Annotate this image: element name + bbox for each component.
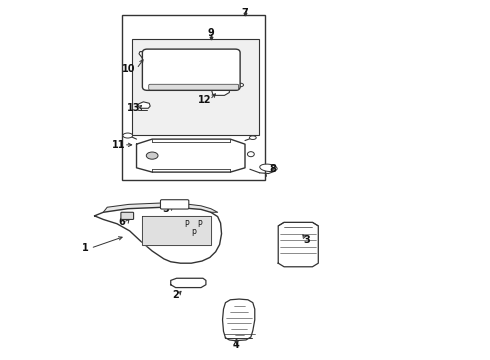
Polygon shape [171, 278, 206, 288]
Text: 9: 9 [207, 28, 214, 38]
Bar [132, 40, 259, 135]
Polygon shape [222, 299, 255, 341]
FancyBboxPatch shape [143, 49, 240, 90]
FancyBboxPatch shape [160, 200, 189, 209]
Polygon shape [143, 216, 211, 244]
Text: 2: 2 [172, 291, 179, 301]
Text: 7: 7 [242, 8, 248, 18]
Text: 4: 4 [233, 340, 240, 350]
Text: 11: 11 [112, 140, 126, 150]
Bar [122, 15, 265, 180]
Text: 1: 1 [82, 243, 89, 253]
Text: 8: 8 [269, 164, 276, 174]
Text: 13: 13 [127, 103, 140, 113]
Polygon shape [95, 207, 221, 263]
Polygon shape [103, 203, 218, 212]
Text: 12: 12 [198, 95, 212, 105]
Text: 10: 10 [122, 64, 135, 74]
Text: 5: 5 [162, 204, 169, 214]
Text: 3: 3 [303, 235, 310, 245]
Ellipse shape [247, 152, 254, 157]
Ellipse shape [249, 136, 256, 139]
Ellipse shape [237, 83, 244, 87]
Ellipse shape [260, 164, 277, 171]
FancyBboxPatch shape [121, 212, 134, 220]
Ellipse shape [147, 152, 158, 159]
Text: p: p [191, 228, 196, 237]
Polygon shape [139, 51, 147, 58]
Ellipse shape [123, 133, 133, 138]
Text: P: P [197, 220, 201, 229]
Polygon shape [137, 139, 245, 172]
Text: 6: 6 [119, 217, 125, 227]
Polygon shape [138, 102, 150, 108]
Polygon shape [212, 85, 229, 95]
Polygon shape [278, 222, 318, 267]
FancyBboxPatch shape [149, 84, 239, 90]
Text: P: P [184, 220, 189, 229]
